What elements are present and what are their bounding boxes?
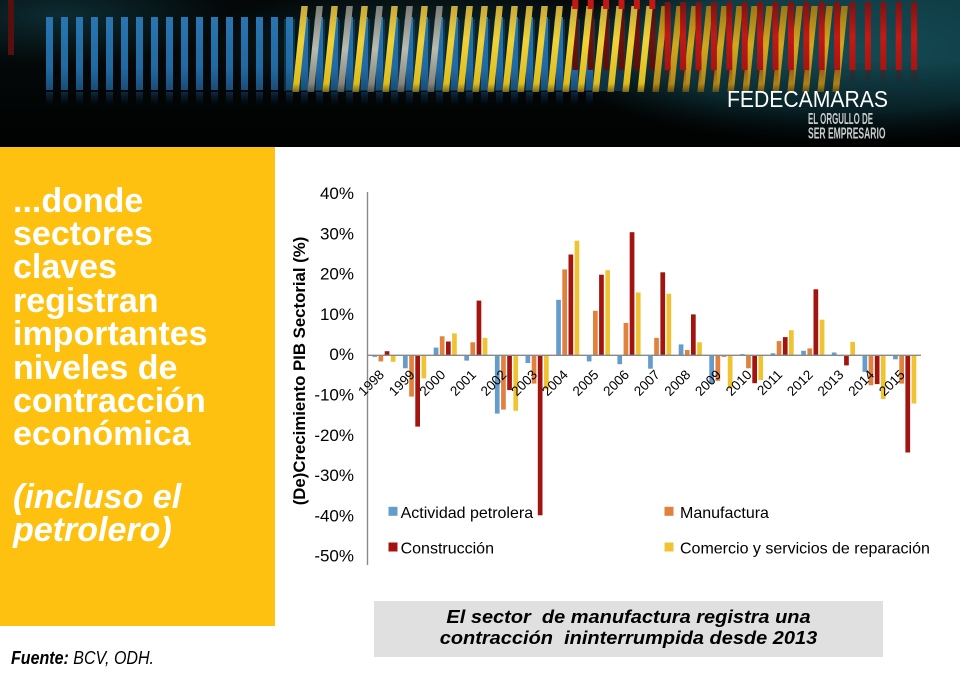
svg-text:10%: 10% (320, 305, 354, 324)
svg-text:-40%: -40% (314, 506, 354, 525)
svg-text:-10%: -10% (314, 386, 354, 405)
svg-text:2006: 2006 (600, 367, 632, 399)
svg-text:2000: 2000 (417, 367, 449, 399)
svg-text:20%: 20% (320, 265, 354, 284)
svg-text:Manufactura: Manufactura (680, 505, 769, 522)
svg-text:2005: 2005 (570, 367, 602, 399)
svg-text:2007: 2007 (631, 367, 663, 399)
svg-text:2001: 2001 (447, 367, 479, 399)
svg-text:2004: 2004 (539, 367, 571, 399)
svg-text:2010: 2010 (723, 367, 755, 399)
svg-text:-50%: -50% (314, 547, 354, 566)
svg-text:Construcción: Construcción (401, 541, 494, 558)
svg-text:2012: 2012 (784, 367, 816, 399)
svg-text:(De)Crecimiento PIB Sectorial: (De)Crecimiento PIB Sectorial (%) (290, 237, 309, 506)
svg-text:-30%: -30% (314, 466, 354, 485)
svg-text:-20%: -20% (314, 426, 354, 445)
svg-text:0%: 0% (329, 345, 354, 364)
svg-text:40%: 40% (320, 184, 354, 203)
svg-text:30%: 30% (320, 224, 354, 243)
svg-text:SER EMPRESARIO: SER EMPRESARIO (808, 126, 886, 143)
svg-text:FEDECAMARAS: FEDECAMARAS (727, 86, 888, 112)
svg-text:1998: 1998 (355, 367, 387, 399)
svg-text:2013: 2013 (815, 367, 847, 399)
svg-text:2008: 2008 (662, 367, 694, 399)
svg-text:EL ORGULLO DE: EL ORGULLO DE (808, 111, 873, 128)
svg-text:Actividad petrolera: Actividad petrolera (401, 505, 534, 522)
svg-text:Comercio y servicios de repara: Comercio y servicios de reparación (680, 541, 930, 558)
